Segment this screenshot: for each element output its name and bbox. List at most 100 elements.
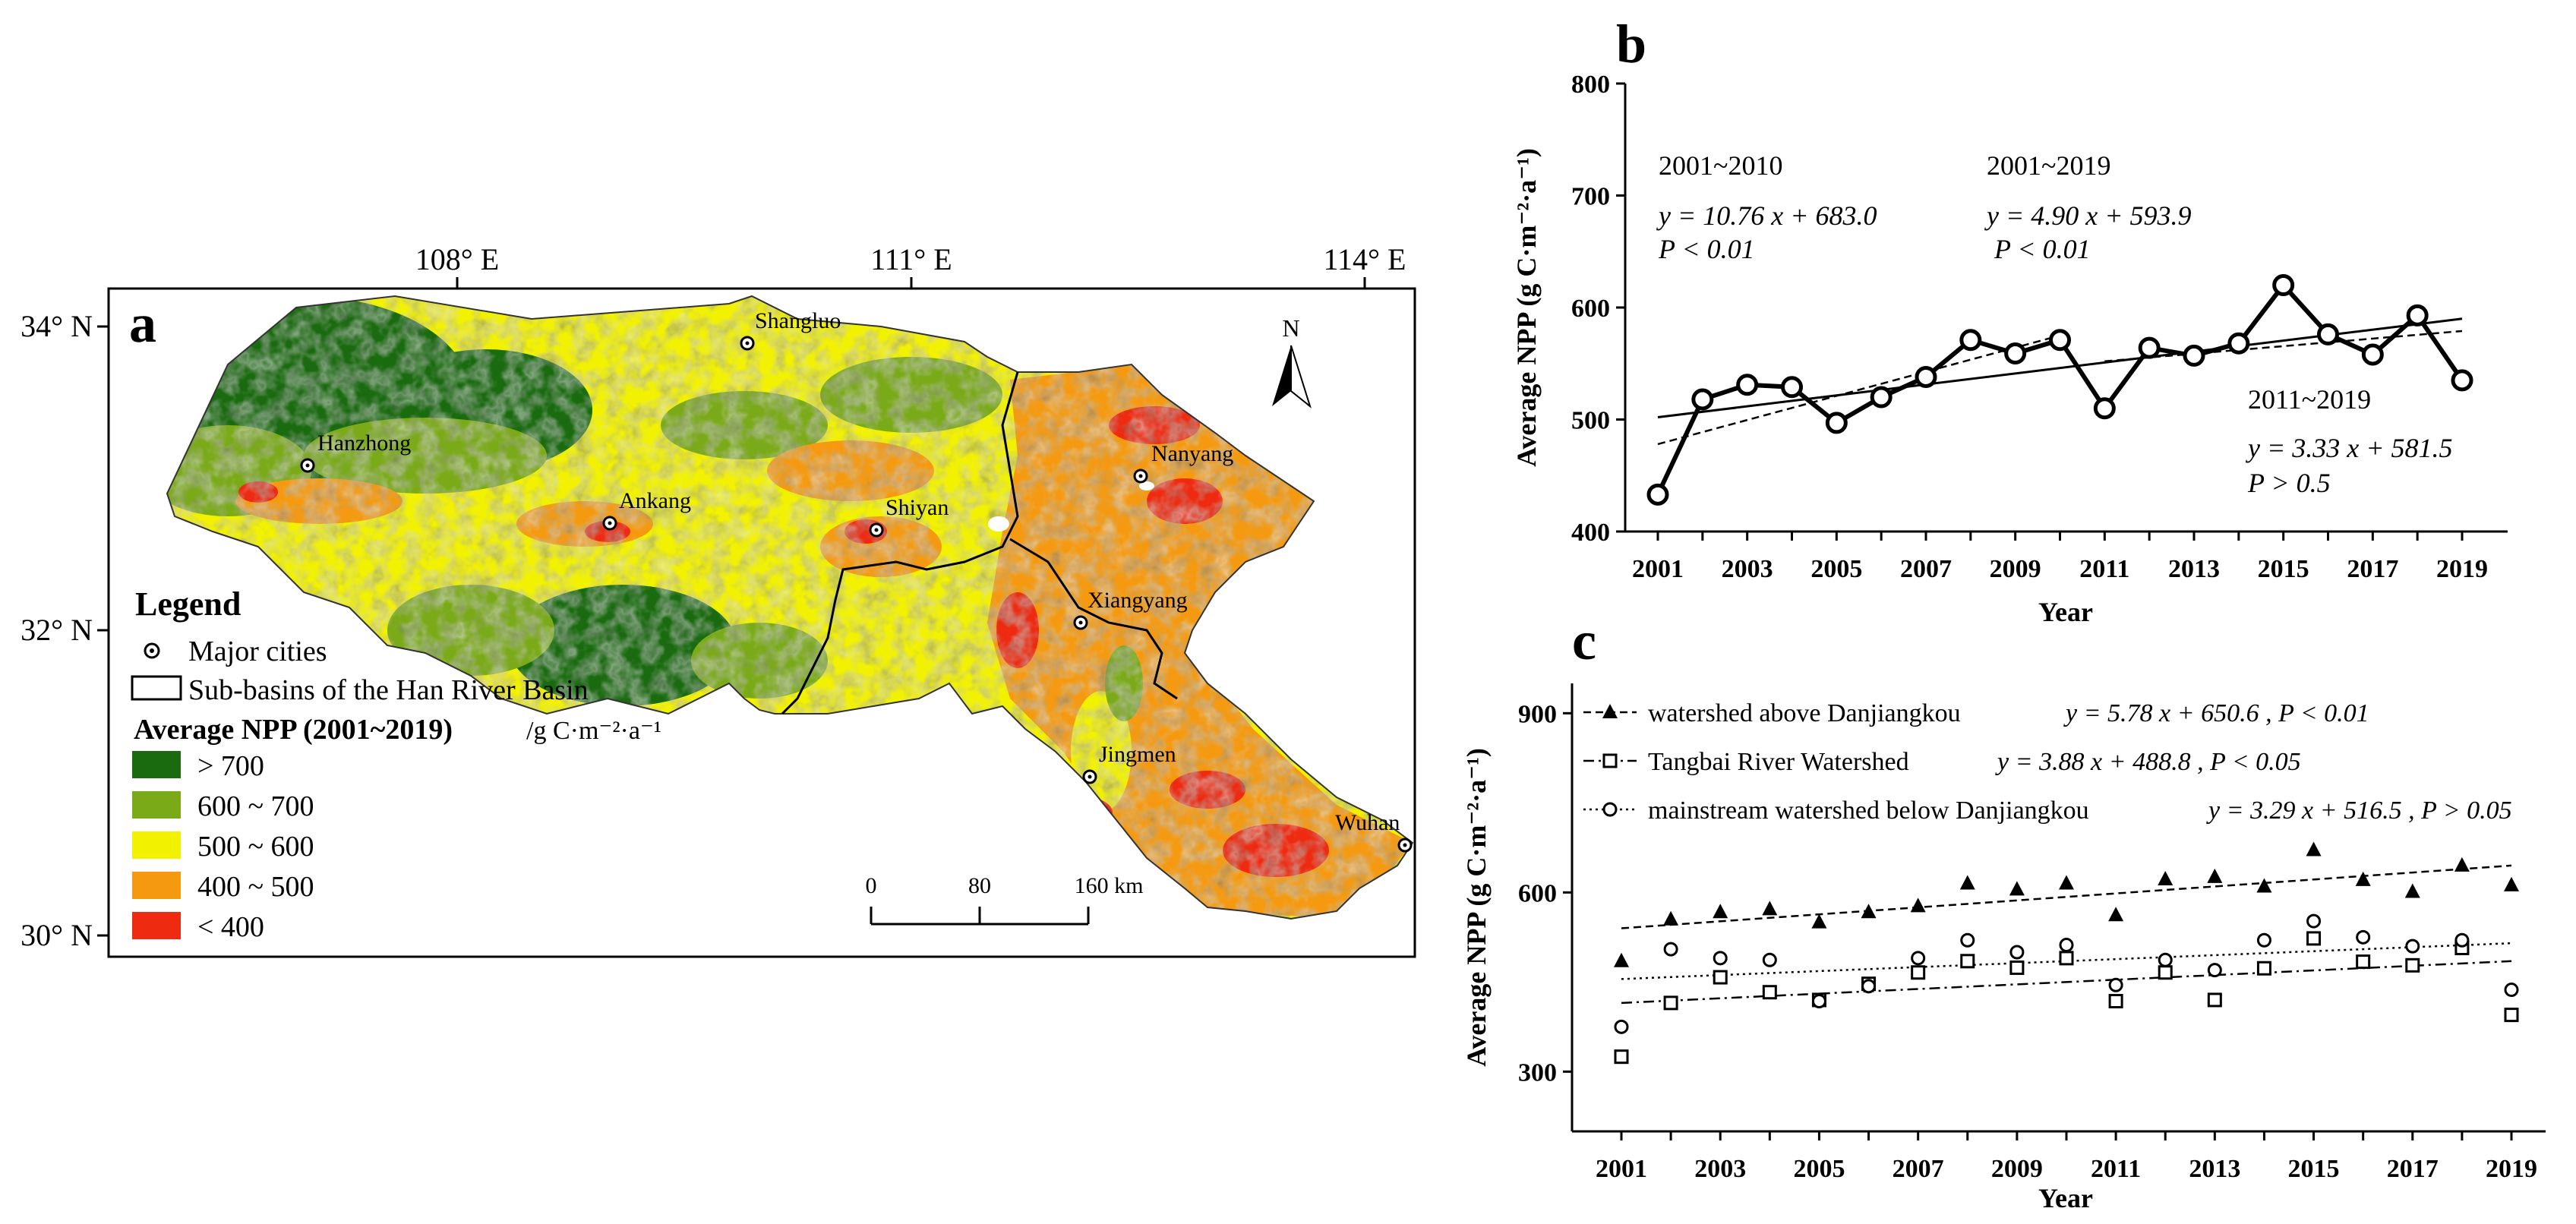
data-point bbox=[2406, 304, 2429, 327]
data-point-triangle bbox=[2404, 883, 2420, 898]
data-point bbox=[1736, 374, 1759, 396]
npp-map-panel: Shangluo Hanzhong Ankang Shiyan Nanyang … bbox=[21, 242, 1416, 958]
data-point-triangle bbox=[1959, 875, 1975, 890]
city-label: Shiyan bbox=[886, 495, 949, 520]
data-point-square bbox=[2207, 992, 2222, 1008]
city-label: Nanyang bbox=[1151, 441, 1233, 466]
x-tick-label: 2011 bbox=[2091, 1155, 2141, 1183]
lat-label: 34° N bbox=[21, 309, 93, 343]
data-point bbox=[1646, 483, 1669, 506]
data-point bbox=[2049, 329, 2071, 352]
data-point-triangle bbox=[1713, 904, 1728, 919]
data-point-circle bbox=[2504, 983, 2519, 998]
data-point-circle bbox=[1602, 802, 1618, 817]
city-jingmen[interactable]: Jingmen bbox=[1082, 742, 1176, 784]
data-point-circle bbox=[1911, 951, 1926, 966]
data-point bbox=[2272, 274, 2295, 296]
x-tick-label: 2009 bbox=[1991, 1155, 2043, 1183]
city-label: Hanzhong bbox=[317, 431, 411, 456]
data-point bbox=[2183, 344, 2205, 367]
chart-c-ylabel: Average NPP (g C·m⁻²·a⁻¹) bbox=[1461, 748, 1492, 1067]
data-point-circle bbox=[2454, 932, 2470, 948]
scale-tick: 80 bbox=[968, 873, 991, 898]
city-wuhan[interactable]: Wuhan bbox=[1335, 810, 1413, 853]
chart-c-xlabel: Year bbox=[2038, 1183, 2093, 1213]
data-point-circle bbox=[2009, 945, 2025, 960]
chart-b-ylabel: Average NPP (g C·m⁻²·a⁻¹) bbox=[1511, 148, 1542, 467]
city-markers: Shangluo Hanzhong Ankang Shiyan Nanyang … bbox=[300, 308, 1413, 853]
legend-subbasin-label: Sub-basins of the Han River Basin bbox=[188, 674, 589, 706]
data-point-square bbox=[2009, 960, 2025, 975]
subbasin-boundary bbox=[781, 371, 1019, 715]
x-tick-label: 2001 bbox=[1596, 1155, 1647, 1183]
legend-series-equation: y = 3.29 x + 516.5 , P > 0.05 bbox=[2206, 797, 2512, 825]
data-point-circle bbox=[2405, 939, 2420, 954]
data-point-triangle bbox=[2108, 907, 2124, 922]
city-hanzhong[interactable]: Hanzhong bbox=[300, 431, 411, 473]
data-point-circle bbox=[1811, 994, 1826, 1009]
x-tick-label: 2007 bbox=[1893, 1155, 1944, 1183]
city-label: Wuhan bbox=[1335, 810, 1400, 835]
city-shangluo[interactable]: Shangluo bbox=[740, 308, 841, 351]
legend-series-equation: y = 3.88 x + 488.8 , P < 0.05 bbox=[1995, 748, 2301, 776]
lon-label: 111° E bbox=[870, 242, 952, 276]
x-tick-label: 2005 bbox=[1810, 555, 1862, 583]
x-tick-label: 2017 bbox=[2387, 1155, 2439, 1183]
data-point-square bbox=[2356, 954, 2371, 970]
legend-swatch bbox=[132, 791, 181, 819]
x-tick-label: 2013 bbox=[2168, 555, 2220, 583]
data-point-triangle bbox=[2059, 875, 2074, 890]
north-arrow-label: N bbox=[1282, 314, 1299, 342]
city-ankang[interactable]: Ankang bbox=[602, 488, 691, 531]
y-tick-label: 700 bbox=[1571, 183, 1610, 211]
data-point bbox=[2093, 397, 2116, 420]
legend-swatch bbox=[132, 912, 181, 939]
x-tick-label: 2003 bbox=[1722, 555, 1773, 583]
y-tick-label: 600 bbox=[1571, 295, 1610, 323]
data-point-circle bbox=[2207, 963, 2222, 978]
chart-b-annotations: 2001~2010 y = 10.76 x + 683.0 P < 0.01 2… bbox=[1656, 150, 2453, 498]
data-point-triangle bbox=[2504, 876, 2519, 891]
data-point-triangle bbox=[1811, 913, 1827, 929]
data-point-circle bbox=[2059, 938, 2074, 953]
subbasin-boundary-east bbox=[1009, 538, 1178, 700]
legend-series-name: mainstream watershed below Danjiangkou bbox=[1648, 797, 2089, 825]
city-xiangyang[interactable]: Xiangyang bbox=[1073, 588, 1188, 630]
data-point-circle bbox=[1960, 932, 1975, 948]
basin-outline bbox=[166, 295, 1414, 920]
data-point-triangle bbox=[1602, 704, 1618, 718]
data-point-triangle bbox=[2207, 868, 2223, 883]
x-tick-label: 2015 bbox=[2258, 555, 2309, 583]
data-point-triangle bbox=[2355, 871, 2371, 886]
annotation-period: 2001~2019 bbox=[1987, 150, 2110, 181]
data-point-triangle bbox=[1614, 952, 1629, 967]
data-point-square bbox=[1663, 995, 1678, 1011]
legend-npp-unit: /g C·m⁻²·a⁻¹ bbox=[526, 717, 661, 745]
x-tick-label: 2001 bbox=[1632, 555, 1684, 583]
data-point bbox=[2227, 332, 2250, 355]
data-point-square bbox=[2108, 994, 2123, 1009]
data-point-circle bbox=[2108, 977, 2123, 992]
data-point-triangle bbox=[2306, 841, 2322, 856]
data-point-square bbox=[1602, 753, 1618, 768]
legend-class-label: 500 ~ 600 bbox=[197, 831, 314, 863]
legend-npp-title: Average NPP (2001~2019) bbox=[134, 714, 453, 746]
annotation-period: 2001~2010 bbox=[1659, 150, 1782, 181]
city-shiyan[interactable]: Shiyan bbox=[869, 495, 949, 538]
legend-series-equation: y = 5.78 x + 650.6 , P < 0.01 bbox=[2063, 699, 2369, 727]
y-tick-label: 300 bbox=[1518, 1058, 1557, 1087]
data-point-square bbox=[2504, 1008, 2519, 1023]
data-point bbox=[1915, 365, 1937, 388]
annotation-equation: y = 10.76 x + 683.0 bbox=[1656, 200, 1877, 231]
data-point-square bbox=[1960, 954, 1975, 969]
city-nanyang[interactable]: Nanyang bbox=[1133, 441, 1233, 484]
legend-class-label: 400 ~ 500 bbox=[197, 871, 314, 903]
data-point-triangle bbox=[2158, 871, 2174, 886]
data-point-square bbox=[1762, 985, 1777, 1000]
y-tick-label: 400 bbox=[1571, 519, 1610, 547]
x-tick-label: 2011 bbox=[2079, 555, 2129, 583]
data-point-circle bbox=[2158, 952, 2173, 967]
annotation-p: P < 0.01 bbox=[1994, 234, 2091, 264]
annotation-period: 2011~2019 bbox=[2248, 384, 2371, 415]
scale-bar: 0 80 160 km bbox=[866, 873, 1143, 926]
